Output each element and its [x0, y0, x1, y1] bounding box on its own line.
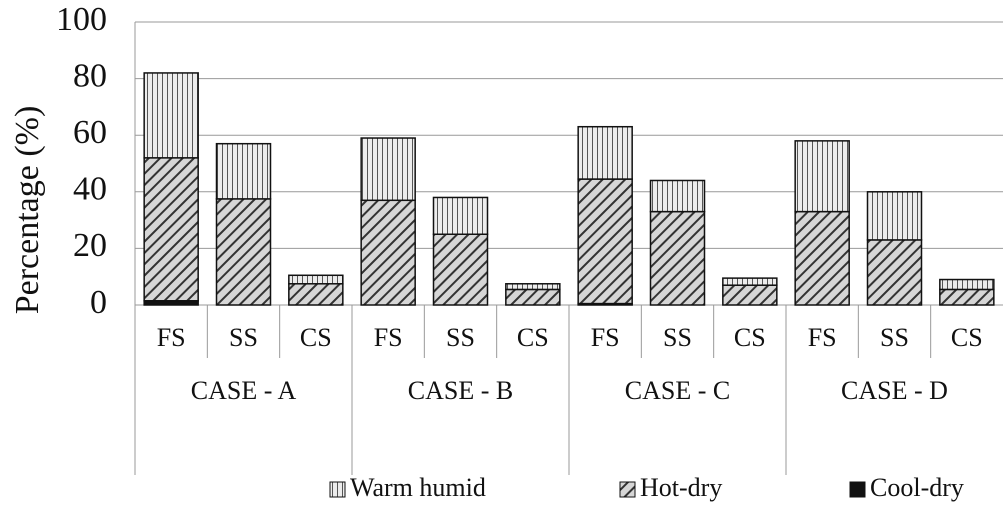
x-tick-label: CS [300, 323, 332, 352]
bar-segment [939, 278, 995, 291]
x-tick-label: SS [663, 323, 692, 352]
bar-segment [360, 137, 416, 202]
y-tick-label: 100 [56, 1, 107, 38]
bar-segment [866, 191, 923, 241]
bar-segment [143, 157, 199, 302]
x-tick-label: FS [374, 323, 403, 352]
group-label: CASE - B [408, 376, 513, 405]
y-tick-label: 40 [73, 171, 107, 208]
bar-segment [794, 140, 850, 213]
legend-label: Hot-dry [640, 473, 722, 502]
bar-segment [215, 198, 272, 306]
group-label: CASE - C [625, 376, 730, 405]
bar-segment [649, 179, 706, 213]
bar-segment [577, 178, 633, 305]
y-tick-label: 60 [73, 114, 107, 151]
y-tick-label: 20 [73, 227, 107, 264]
bar-segment [505, 288, 561, 306]
legend-label: Cool-dry [870, 473, 964, 502]
x-tick-label: SS [880, 323, 909, 352]
x-tick-label: CS [951, 323, 983, 352]
bar-segment [215, 142, 272, 200]
bar-segment [722, 277, 778, 286]
x-tick-label: SS [446, 323, 475, 352]
x-tick-label: CS [517, 323, 549, 352]
bar-segment [432, 233, 489, 306]
x-tick-label: CS [734, 323, 766, 352]
legend-swatch [849, 481, 866, 498]
bar-segment [143, 72, 199, 159]
bar-segment [722, 284, 778, 306]
y-tick-label: 80 [73, 57, 107, 94]
legend-label: Warm humid [350, 473, 486, 502]
x-tick-label: FS [808, 323, 837, 352]
bar-segment [360, 199, 416, 306]
bar-segment [649, 210, 706, 306]
group-label: CASE - D [841, 376, 948, 405]
bar-segment [505, 283, 561, 291]
bar-segment [432, 196, 489, 236]
legend-swatch [619, 481, 636, 498]
x-tick-label: FS [157, 323, 186, 352]
x-tick-label: SS [229, 323, 258, 352]
y-tick-label: 0 [90, 284, 107, 321]
bar-segment [866, 239, 923, 306]
x-tick-label: FS [591, 323, 620, 352]
bar-segment [288, 274, 344, 285]
group-label: CASE - A [191, 376, 297, 405]
bar-segment [939, 288, 995, 306]
bar-segment [288, 283, 344, 306]
legend-swatch [329, 481, 346, 498]
bar-segment [577, 125, 633, 180]
bar-segment [794, 210, 850, 306]
y-axis-label: Percentage (%) [9, 106, 46, 315]
